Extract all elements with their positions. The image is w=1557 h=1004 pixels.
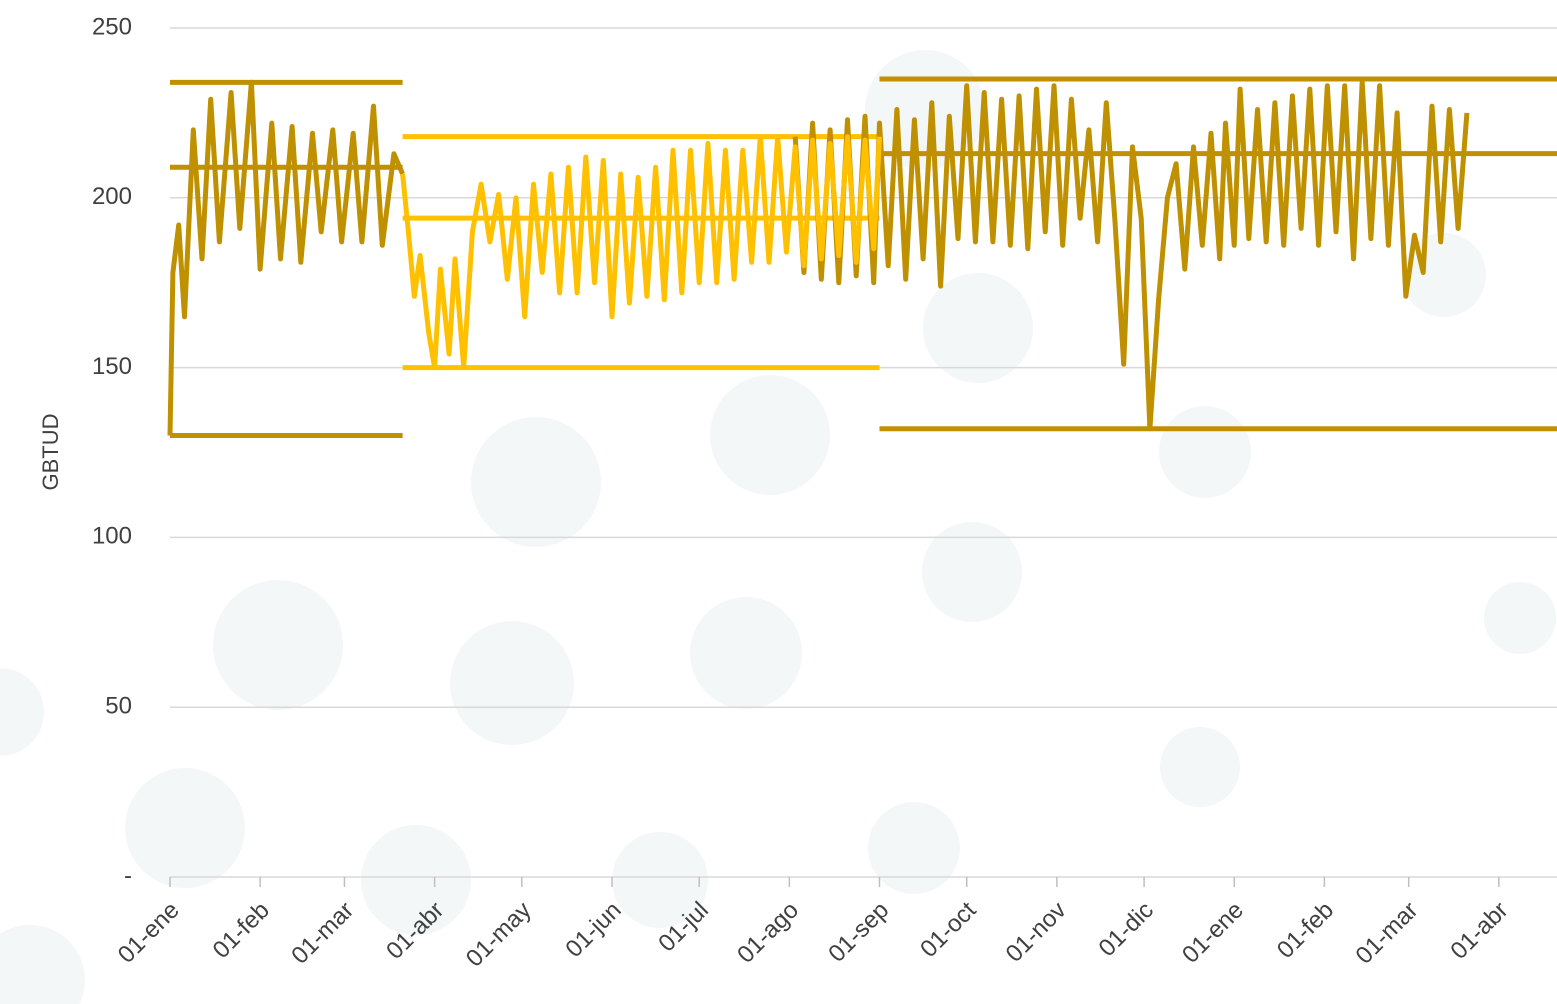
x-tick-label: 01-dic bbox=[1094, 897, 1159, 962]
x-tick-label: 01-feb bbox=[208, 897, 275, 964]
y-tick-label: - bbox=[124, 862, 132, 889]
x-tick-label: 01-ago bbox=[732, 897, 804, 969]
x-tick-label: 01-abr bbox=[1445, 897, 1513, 965]
y-tick-label: 200 bbox=[92, 183, 132, 210]
x-tick-label: 01-may bbox=[461, 897, 537, 973]
y-tick-label: 150 bbox=[92, 353, 132, 380]
x-tick-label: 01-feb bbox=[1272, 897, 1339, 964]
x-tick-label: 01-ene bbox=[113, 897, 185, 969]
y-axis-label: GBTUD bbox=[38, 414, 63, 491]
x-tick-label: 01-jun bbox=[560, 897, 626, 963]
x-tick-label: 01-oct bbox=[915, 896, 981, 962]
x-tick-label: 01-mar bbox=[1351, 897, 1424, 970]
y-tick-label: 100 bbox=[92, 523, 132, 550]
x-tick-label: 01-mar bbox=[286, 897, 359, 970]
series-line bbox=[400, 134, 882, 371]
x-tick-label: 01-ene bbox=[1177, 897, 1249, 969]
series-line bbox=[167, 79, 1470, 436]
x-tick-label: 01-sep bbox=[823, 897, 894, 968]
y-tick-label: 50 bbox=[105, 693, 132, 720]
y-tick-label: 250 bbox=[92, 13, 132, 40]
x-tick-label: 01-nov bbox=[1001, 897, 1072, 968]
